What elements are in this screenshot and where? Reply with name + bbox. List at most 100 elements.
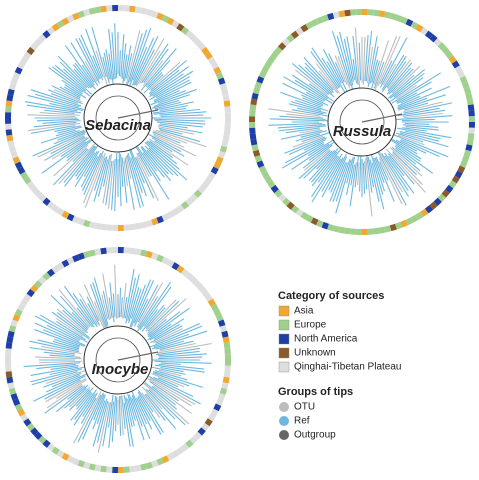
tip-branch bbox=[123, 296, 128, 319]
tip-branch bbox=[336, 35, 354, 90]
tip-branch bbox=[80, 34, 101, 79]
tip-branch bbox=[127, 152, 144, 207]
tip-branch bbox=[134, 49, 155, 86]
source-segment bbox=[129, 223, 136, 231]
tip-branch bbox=[358, 42, 362, 81]
tip-branch bbox=[76, 307, 93, 328]
tip-branch bbox=[140, 147, 165, 178]
tip-branch bbox=[137, 284, 159, 323]
tip-branch bbox=[78, 292, 99, 325]
tip-branch bbox=[389, 68, 426, 99]
source-segment bbox=[461, 81, 470, 89]
tip-branch bbox=[137, 396, 151, 421]
tip-branch bbox=[389, 147, 423, 177]
tip-branch bbox=[69, 389, 90, 411]
tip-branch bbox=[377, 151, 407, 206]
source-segment bbox=[338, 10, 346, 18]
tip-branch bbox=[397, 134, 425, 146]
tip-branch bbox=[63, 68, 93, 95]
tip-branch bbox=[56, 311, 90, 339]
source-segment bbox=[134, 6, 142, 14]
source-segment bbox=[410, 214, 419, 223]
tip-branch bbox=[57, 129, 85, 141]
source-segment bbox=[258, 165, 267, 174]
tip-branch bbox=[64, 45, 95, 86]
tip-branch bbox=[48, 67, 84, 93]
tip-branch bbox=[34, 322, 86, 346]
tip-branch bbox=[127, 398, 135, 427]
source-segment bbox=[327, 12, 335, 21]
source-segment bbox=[12, 314, 21, 322]
source-segment bbox=[415, 24, 424, 33]
tip-branch bbox=[141, 386, 163, 410]
source-segment bbox=[217, 319, 226, 327]
tip-branch bbox=[335, 159, 352, 214]
tip-branch bbox=[160, 114, 204, 118]
tip-branch bbox=[281, 143, 325, 169]
tip-branch bbox=[128, 287, 140, 324]
source-segment bbox=[176, 265, 185, 274]
tip-branch bbox=[405, 126, 439, 131]
source-segment bbox=[300, 24, 309, 33]
tip-branch bbox=[39, 314, 88, 343]
tip-branch bbox=[125, 30, 141, 86]
tip-branch bbox=[125, 155, 132, 179]
tip-branch bbox=[148, 307, 190, 338]
tip-branch bbox=[149, 325, 203, 348]
tip-branch bbox=[59, 86, 81, 99]
source-segment bbox=[176, 23, 185, 32]
tip-branch bbox=[269, 118, 328, 122]
source-segment bbox=[459, 160, 468, 168]
tip-branch bbox=[66, 139, 91, 159]
source-segment bbox=[215, 72, 224, 80]
tip-branch bbox=[329, 162, 347, 202]
tip-branch bbox=[60, 137, 90, 157]
tip-branch bbox=[75, 145, 99, 177]
source-segment bbox=[457, 165, 466, 174]
tip-branch bbox=[136, 282, 164, 328]
tip-branch bbox=[153, 94, 191, 107]
source-segment bbox=[222, 134, 230, 142]
source-segment bbox=[410, 21, 419, 30]
tip-branch bbox=[354, 27, 361, 88]
tip-branch bbox=[42, 120, 81, 124]
source-segment bbox=[221, 330, 229, 338]
tip-branch bbox=[345, 156, 356, 195]
tree-core-inner bbox=[95, 95, 141, 141]
tip-branch bbox=[157, 125, 195, 135]
tip-branch bbox=[402, 118, 435, 122]
tip-branch bbox=[121, 283, 127, 319]
source-segment bbox=[129, 5, 136, 13]
tip-branch bbox=[375, 156, 395, 202]
source-segment bbox=[42, 439, 51, 448]
tip-branch bbox=[81, 64, 95, 83]
source-segment bbox=[378, 10, 386, 18]
source-segment bbox=[189, 34, 198, 43]
tip-branch bbox=[67, 385, 86, 400]
tip-branch bbox=[346, 36, 356, 80]
tip-branch bbox=[268, 122, 323, 126]
source-segment bbox=[448, 180, 457, 189]
source-segment bbox=[207, 413, 216, 422]
tip-branch bbox=[346, 156, 354, 184]
source-segment bbox=[454, 65, 463, 74]
tip-branch bbox=[357, 162, 360, 185]
source-segment bbox=[254, 81, 263, 89]
source-segment bbox=[213, 161, 222, 170]
tip-branch bbox=[308, 148, 339, 182]
source-segment bbox=[321, 221, 329, 230]
tip-branch bbox=[316, 149, 336, 170]
tip-branch bbox=[145, 299, 177, 332]
source-segment bbox=[77, 459, 85, 468]
tip-branch bbox=[139, 50, 161, 84]
tip-branch bbox=[152, 107, 187, 114]
source-segment bbox=[12, 398, 21, 406]
tip-branch bbox=[111, 158, 116, 211]
tip-branch bbox=[152, 385, 192, 414]
source-segment bbox=[134, 248, 142, 256]
tip-branch bbox=[76, 391, 92, 410]
tip-branch bbox=[151, 372, 185, 388]
source-segment bbox=[66, 256, 75, 265]
tip-branch bbox=[159, 123, 188, 129]
source-segment bbox=[437, 193, 446, 202]
